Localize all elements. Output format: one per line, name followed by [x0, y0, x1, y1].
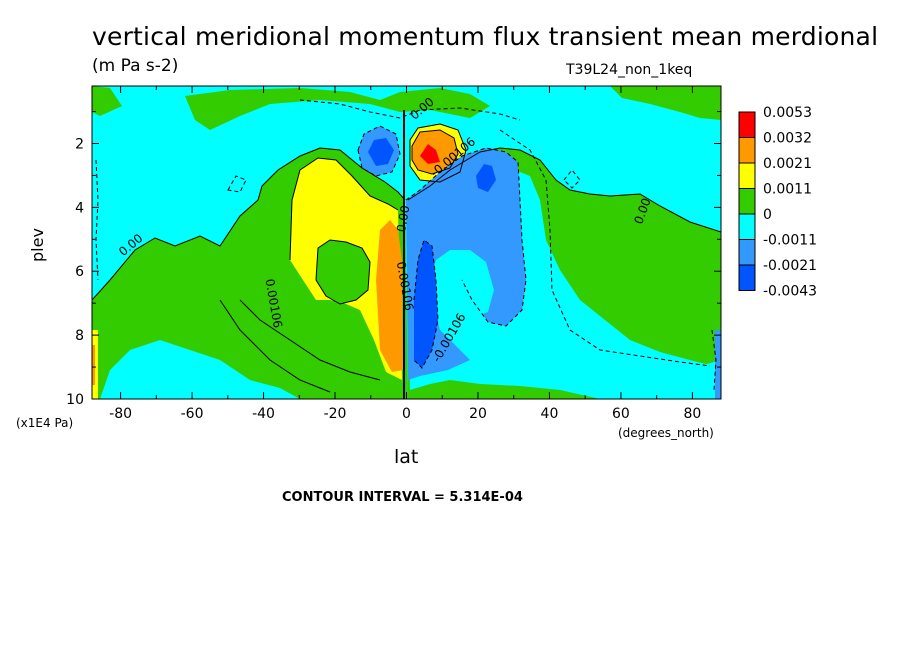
colorbar-label: -0.0043 — [763, 284, 817, 300]
colorbar-label: 0 — [763, 207, 772, 223]
x-tick-label: -60 — [181, 406, 204, 422]
x-tick-label: 60 — [612, 406, 630, 422]
x-tick-label: 20 — [469, 406, 487, 422]
colorbar-swatch — [738, 137, 756, 164]
axes: -80 -60 -40 -20 0 20 40 60 80 2 4 6 8 10 — [66, 86, 721, 422]
field-blue-north-strip — [414, 240, 438, 368]
chart-title: vertical meridional momentum flux transi… — [92, 22, 879, 51]
colorbar-swatch — [738, 213, 756, 240]
colorbar: 0.0053 0.0032 0.0021 0.0011 0 -0.0011 -0.0021 -… — [738, 105, 817, 300]
contour-positive-cell — [409, 123, 467, 183]
x-tick-label: 80 — [683, 406, 701, 422]
x-tick-label: -20 — [324, 406, 347, 422]
contour-negative-left-edge — [95, 159, 99, 281]
contour-negative-north — [405, 147, 527, 327]
contour-positive-cell-inner — [411, 129, 459, 175]
plot-area: 0.00 0.00 0.00 0.00 0.00106 -0.00106 0.0… — [92, 86, 721, 399]
field-green-top-left — [92, 86, 122, 116]
contour-negative-right-edge — [711, 329, 717, 391]
field-red-cell — [420, 144, 440, 164]
field-green-top — [185, 88, 490, 130]
y-tick-label: 10 — [66, 392, 84, 408]
colorbar-swatch — [738, 188, 756, 215]
field-cyan-blue-hole — [430, 250, 494, 318]
contour-negative-cell-south — [357, 125, 401, 177]
y-tick-label: 6 — [75, 264, 84, 280]
colorbar-label: 0.0011 — [763, 182, 812, 198]
field-lightblue-north-edge — [715, 330, 721, 399]
contour-south-outer — [219, 299, 331, 393]
contour-positive-hole — [315, 239, 371, 305]
colorbar-label: -0.0011 — [763, 233, 817, 249]
contour-interval: CONTOUR INTERVAL = 5.314E-04 — [282, 490, 523, 505]
chart-units: (m Pa s-2) — [92, 56, 179, 76]
colorbar-label: 0.0021 — [763, 156, 812, 172]
contour-negative-lines — [95, 99, 717, 391]
colorbar-swatch — [738, 264, 756, 291]
y-tick-label: 4 — [75, 200, 84, 216]
contour-zero-line-north — [407, 147, 721, 233]
colorbar-swatch — [738, 111, 756, 138]
x-axis-label: lat — [394, 446, 419, 468]
field-green-top-right — [610, 86, 721, 120]
x-axis-units: (degrees_north) — [618, 426, 714, 440]
run-id: T39L24_non_1keq — [566, 62, 693, 78]
field-blue-cell-south — [368, 138, 394, 166]
field-cyan-bottom-left — [100, 340, 300, 399]
contour-negative-small-2 — [563, 169, 581, 189]
contour-south-wiggle — [239, 299, 381, 381]
colorbar-label: -0.0021 — [763, 258, 817, 274]
field-orange-south — [376, 220, 403, 372]
colorbar-swatch — [738, 162, 756, 189]
colorbar-label: 0.0053 — [763, 105, 812, 121]
colorbar-swatch — [738, 239, 756, 266]
y-tick-label: 8 — [75, 328, 84, 344]
colorbar-label: 0.0032 — [763, 131, 812, 147]
field-orange-south-edge — [92, 345, 95, 385]
field-green-hole — [316, 240, 370, 304]
contour-negative-strip — [413, 239, 439, 369]
contour-negative-top — [299, 99, 521, 121]
contour-positive-south — [289, 157, 399, 261]
x-tick-label: -80 — [109, 406, 132, 422]
x-tick-label: 40 — [541, 406, 559, 422]
field-blue-cell-north — [476, 164, 496, 192]
y-tick-label: 2 — [75, 136, 84, 152]
x-tick-label: 0 — [402, 406, 411, 422]
field-cyan-right — [620, 360, 721, 399]
x-tick-label: -40 — [252, 406, 275, 422]
contour-negative-small — [227, 175, 247, 193]
y-axis-units: (x1E4 Pa) — [16, 416, 74, 430]
contour-label: 0.00 — [394, 204, 412, 233]
